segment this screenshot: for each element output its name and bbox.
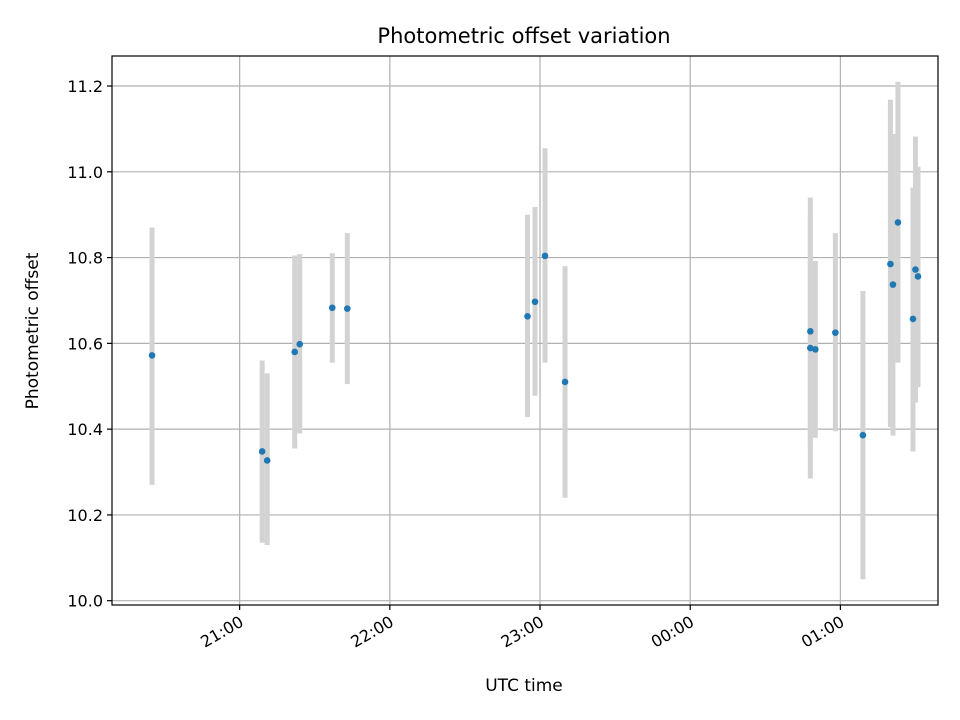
y-tick-label: 10.2 [67,506,103,525]
x-axis-label: UTC time [485,676,563,696]
y-tick-label: 11.0 [67,163,103,182]
y-tick-label: 10.0 [67,592,103,611]
data-point [914,273,922,280]
data-point [812,346,819,353]
y-tick-label: 10.8 [67,249,103,268]
data-point [887,260,894,268]
plot-area-frame [111,55,939,606]
grid-lines [112,56,938,605]
data-point [328,304,336,312]
data-point [524,313,531,320]
data-point [894,219,902,226]
data-point [343,305,351,312]
y-axis-label: Photometric offset [23,252,43,409]
chart-title: Photometric offset variation [377,24,670,48]
data-point [832,329,839,336]
data-point [807,328,814,335]
data-point [258,448,266,455]
x-tick-label: 21:00 [197,612,246,652]
data-point [291,348,299,356]
data-point [296,340,304,348]
x-tick-label: 01:00 [798,612,847,652]
data-point [561,378,569,386]
data-point [263,457,271,464]
data-point [909,315,917,323]
data-point [859,431,867,439]
y-tick-label: 11.2 [67,77,103,96]
data-point [807,344,814,352]
x-tick-label: 22:00 [347,612,396,652]
data-point [531,298,539,306]
x-tick-label: 23:00 [498,612,547,652]
y-tick-label: 10.6 [67,334,103,353]
x-axis-ticks: 21:00 22:00 23:00 00:00 01:00 [197,605,847,652]
x-tick-label: 00:00 [648,612,697,652]
y-tick-label: 10.4 [67,420,103,439]
data-point [889,281,897,288]
data-point [912,266,919,273]
data-point [541,252,549,260]
data-point [148,352,156,359]
y-axis-ticks: 10.0 10.2 10.4 10.6 10.8 11.0 11.2 [67,77,112,611]
data-markers [148,219,922,464]
error-bars [149,81,921,580]
